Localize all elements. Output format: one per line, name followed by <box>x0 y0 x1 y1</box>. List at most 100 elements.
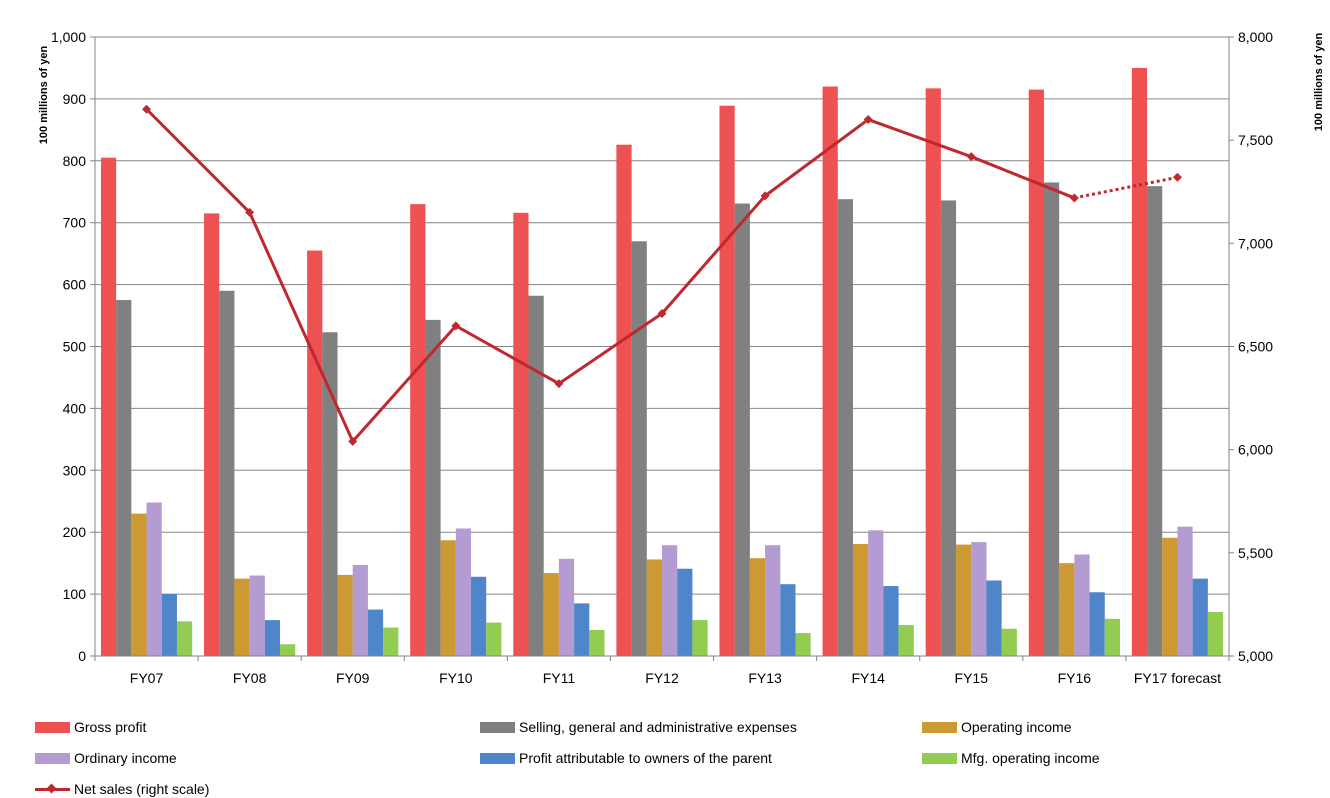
right-axis-title: 100 millions of yen <box>1313 33 1325 132</box>
bar <box>662 545 678 656</box>
bar <box>631 241 647 656</box>
left-tick-label: 600 <box>63 277 87 293</box>
x-axis-ticks: FY07 FY08 FY09 FY10 FY11 FY12 FY13 FY14 FY15 FY16… <box>130 670 1221 686</box>
bar <box>280 644 296 656</box>
net-sales-point <box>451 321 461 331</box>
left-tick-label: 300 <box>63 462 87 478</box>
x-tick-label: FY14 <box>851 670 885 686</box>
x-tick-label: FY15 <box>955 670 989 686</box>
right-tick-label: 7,500 <box>1238 132 1273 148</box>
bar <box>249 575 265 656</box>
bar <box>1147 186 1163 656</box>
x-tick-label: FY08 <box>233 670 267 686</box>
bar <box>1177 526 1193 656</box>
bar <box>1162 537 1178 656</box>
left-tick-label: 700 <box>63 215 87 231</box>
x-tick-label: FY13 <box>748 670 782 686</box>
right-tick-label: 7,000 <box>1238 235 1273 251</box>
bar <box>1028 89 1044 657</box>
bar <box>264 620 281 656</box>
bar <box>528 295 544 656</box>
left-axis-title: 100 millions of yen <box>38 46 50 145</box>
bar <box>1001 628 1017 656</box>
right-tick-label: 6,000 <box>1238 442 1273 458</box>
bar <box>455 528 472 656</box>
bar <box>1059 563 1075 656</box>
gridlines <box>95 36 1229 595</box>
axes <box>90 36 1234 661</box>
bar <box>956 544 972 656</box>
left-tick-label: 400 <box>63 400 87 416</box>
right-tick-label: 6,500 <box>1238 339 1273 355</box>
bar <box>940 200 957 656</box>
x-tick-label: FY10 <box>439 670 473 686</box>
net-sales-point <box>348 436 358 446</box>
left-tick-label: 0 <box>78 648 86 664</box>
left-tick-label: 1,000 <box>51 29 86 45</box>
bar <box>131 513 147 656</box>
left-tick-label: 500 <box>63 339 87 355</box>
bar <box>410 204 426 656</box>
bar <box>646 559 662 656</box>
right-tick-label: 8,000 <box>1238 29 1273 45</box>
bar <box>204 213 220 657</box>
bar <box>558 558 575 656</box>
bar <box>1192 578 1208 656</box>
net-sales-line <box>142 104 1182 446</box>
net-sales-point <box>1172 172 1182 182</box>
left-axis-ticks: 0 100 200 300 400 500 600 700 800 900 1,000 <box>51 29 86 664</box>
bar <box>116 300 132 656</box>
net-sales-point <box>1069 193 1079 203</box>
bar <box>543 573 559 656</box>
bar <box>749 558 766 656</box>
bar <box>868 530 884 656</box>
bar <box>822 86 838 656</box>
net-sales-point <box>245 207 255 217</box>
bar <box>1074 554 1090 656</box>
bar <box>146 502 162 656</box>
bar <box>574 603 590 656</box>
bar <box>677 568 693 656</box>
bar <box>425 319 441 656</box>
bar <box>1207 612 1224 656</box>
net-sales-point <box>142 104 152 114</box>
x-tick-label: FY16 <box>1058 670 1092 686</box>
bar <box>176 621 193 656</box>
bar <box>898 625 914 656</box>
bars <box>100 67 1224 657</box>
bar <box>219 290 235 656</box>
net-sales-point <box>966 152 976 162</box>
bar <box>352 565 368 656</box>
right-tick-label: 5,500 <box>1238 545 1273 561</box>
bar <box>616 144 632 656</box>
bar <box>1089 592 1105 656</box>
x-tick-label: FY17 forecast <box>1134 670 1221 686</box>
left-tick-label: 900 <box>63 91 87 107</box>
bar <box>883 586 899 656</box>
net-sales-point <box>863 115 873 125</box>
left-tick-label: 200 <box>63 524 87 540</box>
bar <box>161 594 177 656</box>
bar <box>765 545 781 656</box>
right-tick-label: 5,000 <box>1238 648 1273 664</box>
bar <box>471 576 487 656</box>
bar <box>513 212 529 656</box>
bar <box>986 580 1002 656</box>
x-tick-label: FY07 <box>130 670 164 686</box>
bar <box>589 630 605 656</box>
left-tick-label: 800 <box>63 153 87 169</box>
net-sales-line-solid <box>145 108 1075 443</box>
net-sales-point <box>657 308 667 318</box>
bar <box>486 622 502 656</box>
bar <box>852 543 869 656</box>
bar <box>367 609 384 656</box>
bar <box>1104 618 1120 656</box>
bar <box>100 157 117 656</box>
bar <box>719 105 735 657</box>
net-sales-point <box>554 379 564 389</box>
bar <box>234 578 250 656</box>
left-tick-label: 100 <box>63 586 87 602</box>
bar <box>837 199 853 657</box>
bar <box>337 574 353 656</box>
